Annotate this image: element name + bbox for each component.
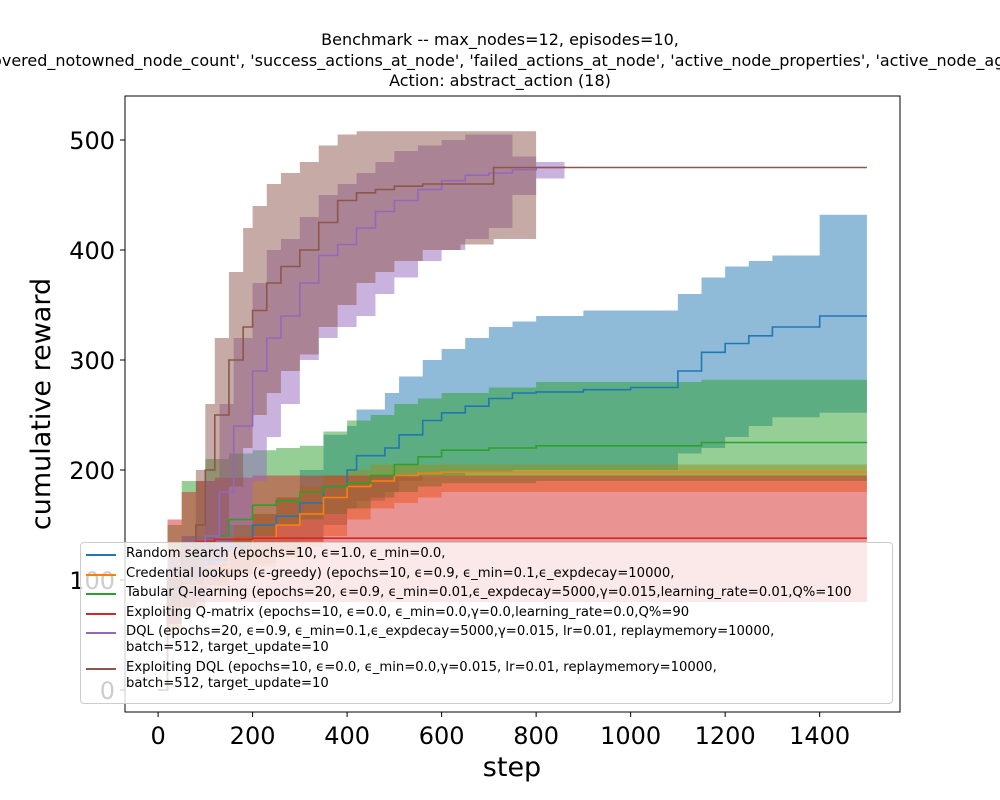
y-axis-label: cumulative reward xyxy=(26,278,57,530)
x-tick-label: 0 xyxy=(150,722,165,750)
x-tick-label: 1000 xyxy=(600,722,661,750)
x-tick-label: 800 xyxy=(513,722,559,750)
legend-label: DQL (epochs=20, ϵ=0.9, ϵ_min=0.1,ϵ_expde… xyxy=(126,624,775,655)
title-line-3: Action: abstract_action (18) xyxy=(389,71,611,90)
legend-label: Credential lookups (ϵ-greedy) (epochs=10… xyxy=(126,565,675,581)
y-tick-label: 400 xyxy=(69,237,115,265)
legend-swatch xyxy=(86,667,116,670)
legend-item-1: Random search (epochs=10, ϵ=1.0, ϵ_min=0… xyxy=(81,546,892,562)
legend-item-5: DQL (epochs=20, ϵ=0.9, ϵ_min=0.1,ϵ_expde… xyxy=(81,624,892,656)
legend-item-2: Credential lookups (ϵ-greedy) (epochs=10… xyxy=(81,566,892,582)
legend-label: Exploiting DQL (epochs=10, ϵ=0.0, ϵ_min=… xyxy=(126,659,717,691)
band-series-3 xyxy=(158,379,867,690)
y-tick-label: 200 xyxy=(69,457,115,485)
legend-swatch xyxy=(86,612,116,615)
y-tick-label: 300 xyxy=(69,347,115,375)
y-tick-label: 500 xyxy=(69,127,115,155)
legend-label: Tabular Q-learning (epochs=20, ϵ=0.9, ϵ_… xyxy=(126,585,852,600)
title-line-2: 'discovered_notowned_node_count', 'succe… xyxy=(0,50,1000,70)
line-series-5 xyxy=(158,166,566,691)
chart-title: Benchmark -- max_nodes=12, episodes=10, … xyxy=(0,30,1000,92)
legend-item-3: Tabular Q-learning (epochs=20, ϵ=0.9, ϵ_… xyxy=(81,585,892,601)
legend-label: Exploiting Q-matrix (epochs=10, ϵ=0.0, ϵ… xyxy=(126,604,690,620)
title-line-1: Benchmark -- max_nodes=12, episodes=10, xyxy=(321,30,679,49)
legend-swatch xyxy=(86,593,116,595)
legend-swatch xyxy=(86,554,116,556)
legend-label: Random search (epochs=10, ϵ=1.0, ϵ_min=0… xyxy=(126,546,446,561)
x-tick-label: 400 xyxy=(324,722,370,750)
band-series-6 xyxy=(158,131,867,690)
chart-legend: Random search (epochs=10, ϵ=1.0, ϵ_min=0… xyxy=(80,542,893,704)
x-tick-label: 600 xyxy=(419,722,465,750)
x-tick-label: 200 xyxy=(230,722,276,750)
line-series-6 xyxy=(158,166,867,691)
x-axis: 0 200 400 600 800 1000 1200 1400 xyxy=(150,712,850,750)
x-axis-label: step xyxy=(483,752,541,783)
legend-item-4: Exploiting Q-matrix (epochs=10, ϵ=0.0, ϵ… xyxy=(81,605,892,621)
x-tick-label: 1200 xyxy=(695,722,756,750)
x-tick-label: 1400 xyxy=(789,722,850,750)
plot-frame xyxy=(124,95,901,713)
legend-swatch xyxy=(86,573,116,576)
legend-item-6: Exploiting DQL (epochs=10, ϵ=0.0, ϵ_min=… xyxy=(81,660,892,692)
legend-swatch xyxy=(86,632,116,634)
